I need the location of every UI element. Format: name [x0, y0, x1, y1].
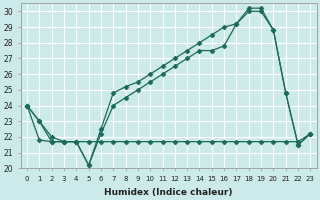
- X-axis label: Humidex (Indice chaleur): Humidex (Indice chaleur): [104, 188, 233, 197]
